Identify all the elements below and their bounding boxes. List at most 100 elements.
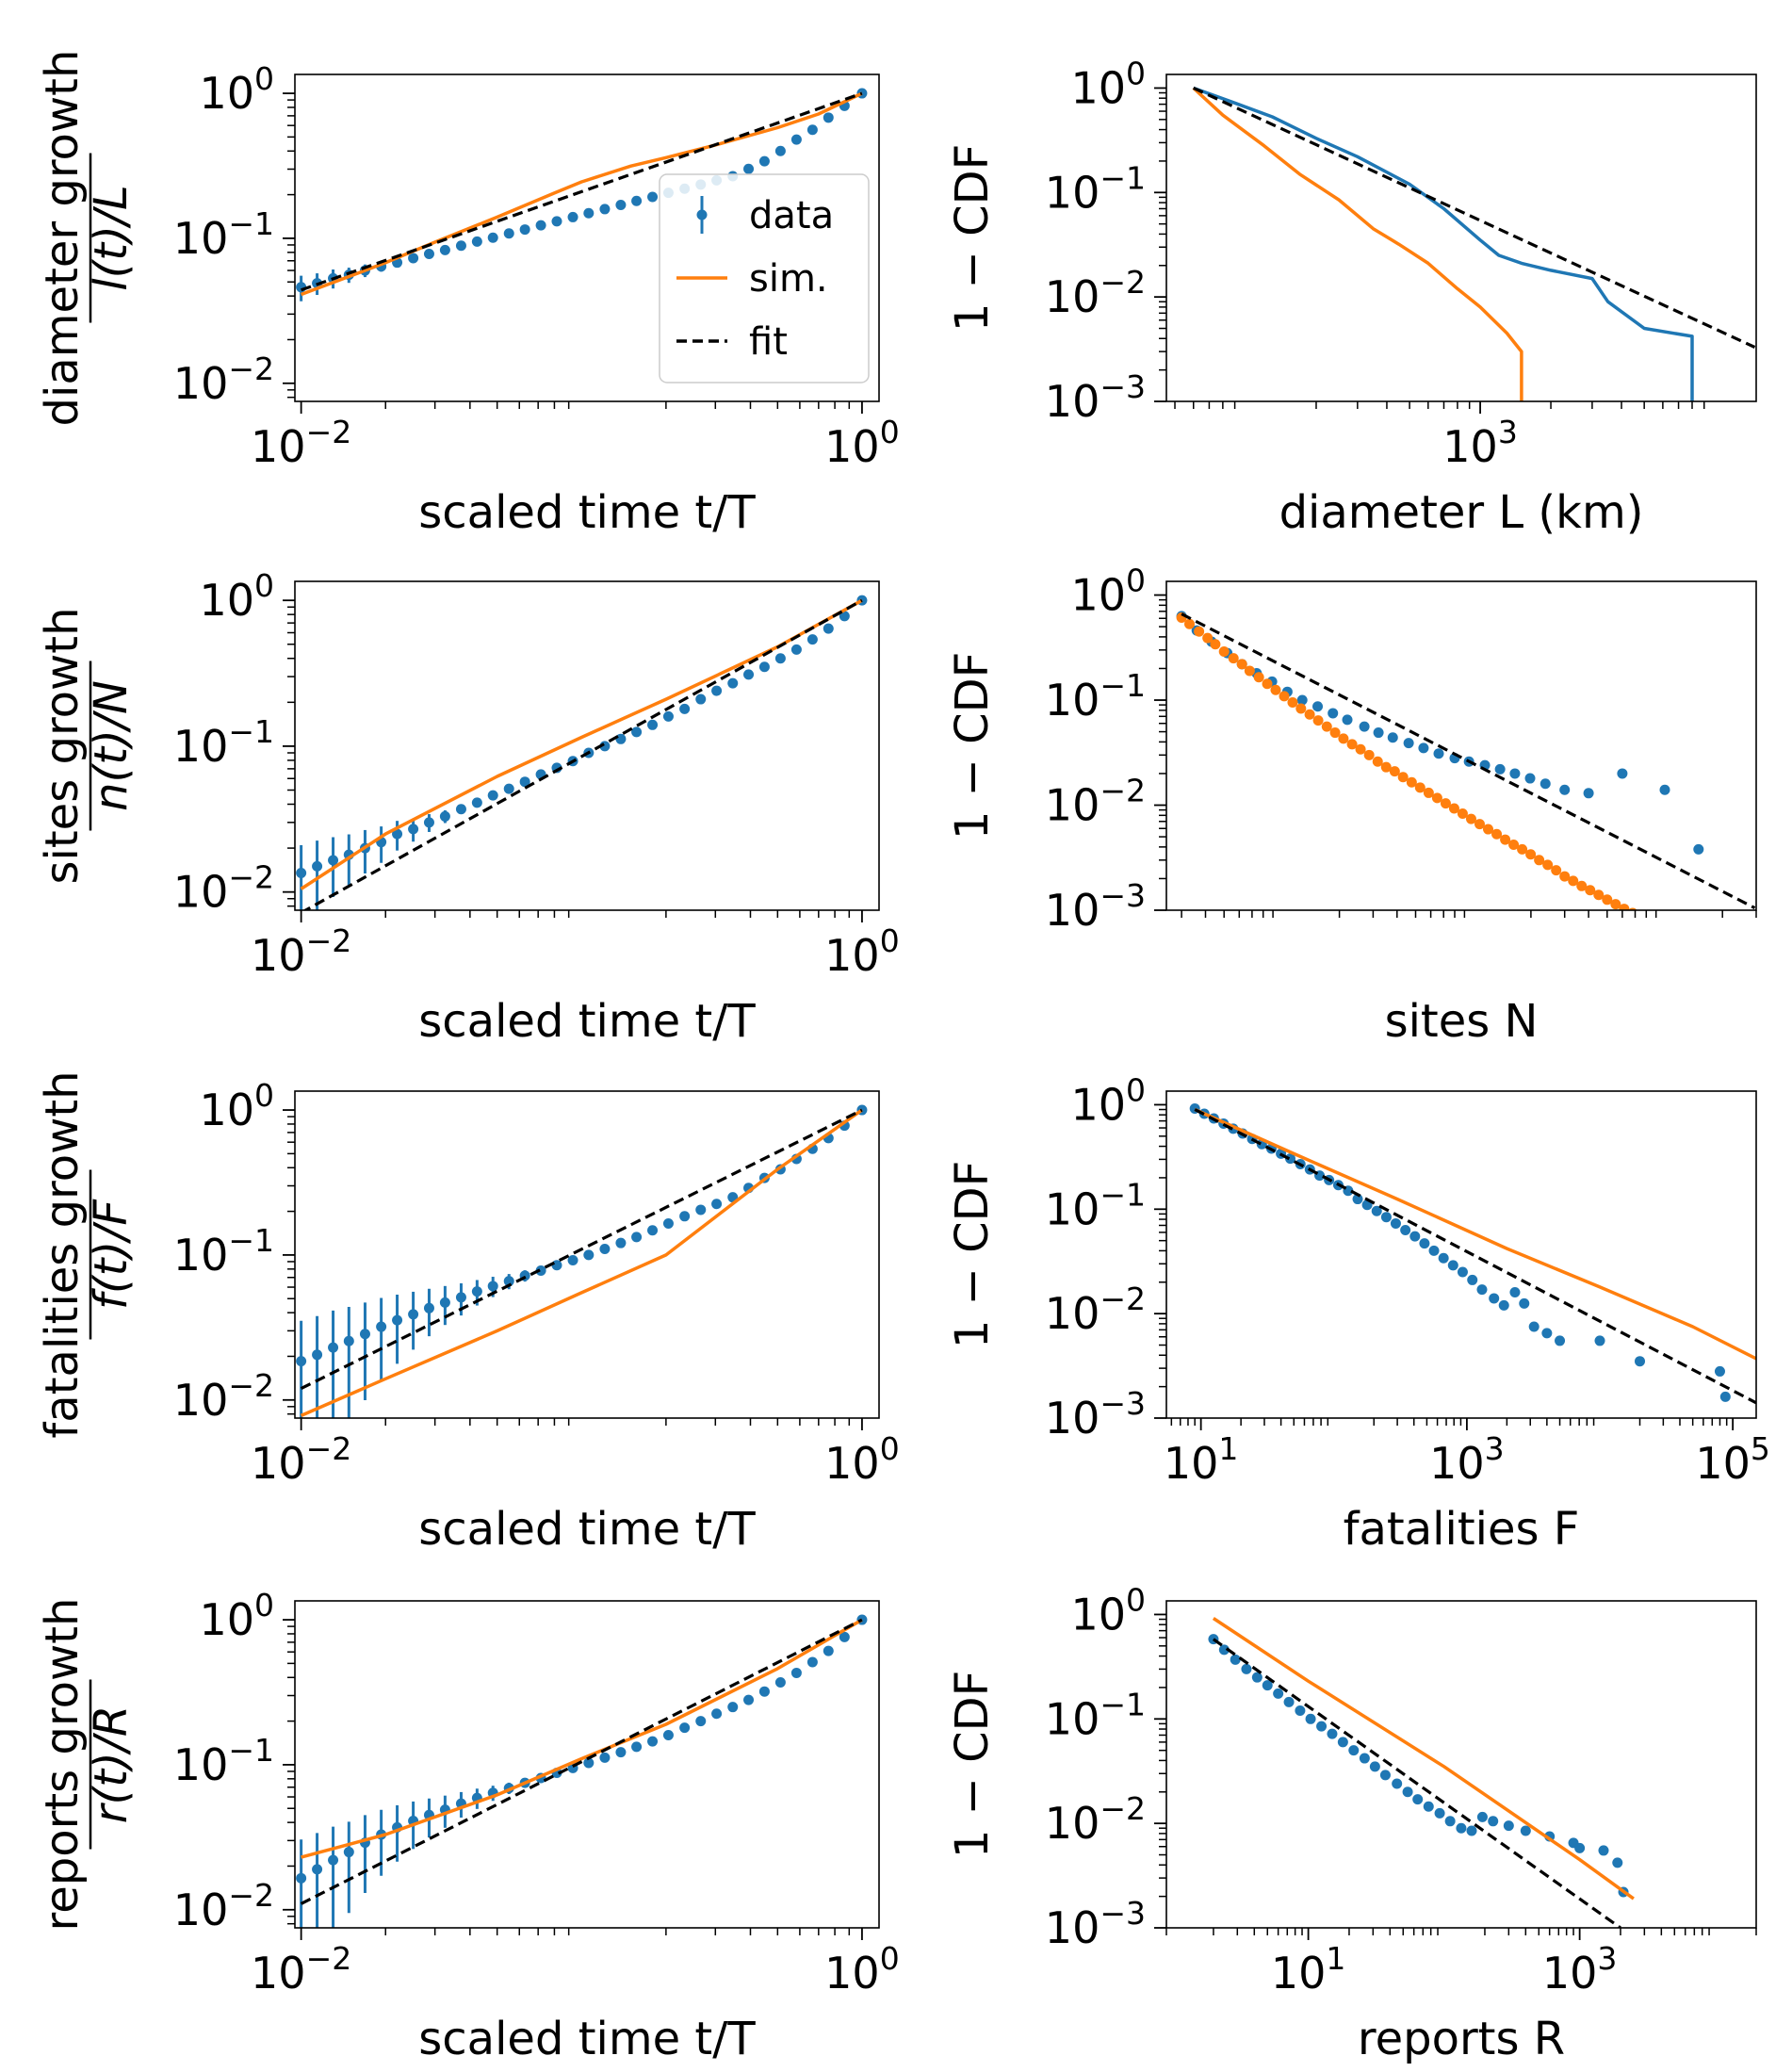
data-point (1574, 1842, 1586, 1853)
data-point (1392, 1778, 1403, 1789)
data-point (296, 1356, 307, 1367)
data-point (1348, 1745, 1360, 1756)
data-point (1338, 733, 1349, 744)
y-tick-label: 10−1 (1045, 159, 1146, 218)
data-point (551, 1260, 562, 1271)
fit-line (300, 1108, 863, 1391)
series-data (296, 1104, 868, 1418)
data-point (583, 1757, 595, 1769)
data-point (1287, 697, 1298, 709)
x-tick-label: 100 (824, 1940, 900, 1999)
data-point (1273, 1688, 1284, 1699)
series-line (1192, 87, 1523, 401)
data-point (1295, 703, 1307, 714)
data-point (1327, 1728, 1338, 1739)
data-point (1483, 824, 1494, 835)
plot-area (1189, 1102, 1756, 1405)
data-point (647, 1736, 659, 1747)
series-fit (300, 1108, 863, 1391)
data-point (583, 207, 595, 219)
fit-line (1181, 612, 1756, 910)
x-axis-label: scaled time t/T (418, 995, 756, 1048)
data-point (1635, 1356, 1646, 1367)
subplot-p20: 10−2 100 100 10−1 10−2 scaled time t/T fatalit… (36, 1070, 900, 1556)
data-point (583, 1249, 595, 1261)
series-fit (301, 91, 863, 292)
plot-area (296, 1104, 868, 1418)
data-point (1659, 784, 1670, 795)
data-point (615, 1747, 627, 1758)
data-point (1253, 672, 1264, 683)
data-point (1403, 738, 1414, 749)
data-point (1431, 792, 1442, 804)
data-point (647, 719, 659, 730)
data-point (1400, 1225, 1411, 1236)
data-point (1363, 749, 1375, 760)
data-point (487, 232, 498, 243)
subplot-p00: 10−2 100 100 10−1 10−2 scaled time t/T diamete… (36, 50, 900, 539)
data-point (455, 240, 466, 252)
data-point (599, 1752, 611, 1763)
data-point (599, 204, 611, 215)
data-point (711, 685, 723, 696)
data-point (1444, 1816, 1456, 1827)
data-point (1419, 1238, 1430, 1249)
data-point (1184, 618, 1196, 629)
y-tick-label: 10−1 (173, 205, 274, 264)
legend-label: sim. (749, 257, 828, 301)
subplot-p30: 10−2 100 100 10−1 10−2 scaled time t/T reports… (36, 1587, 900, 2065)
data-point (1236, 659, 1247, 670)
data-point (1636, 912, 1646, 922)
data-point (1202, 632, 1214, 644)
y-axis-label: 1 − CDF (946, 144, 999, 332)
data-point (455, 1292, 466, 1303)
data-point (1500, 834, 1511, 845)
y-tick-label: 100 (199, 60, 274, 119)
data-point (727, 1702, 739, 1713)
data-point (1474, 819, 1485, 830)
data-point (1520, 1825, 1531, 1836)
y-tick-label: 100 (1070, 563, 1146, 621)
legend-data-marker (696, 209, 708, 220)
data-point (519, 776, 530, 788)
y-axis-label: 1 − CDF (946, 1161, 999, 1348)
data-point (1342, 714, 1353, 726)
data-point (1262, 1680, 1273, 1691)
data-point (679, 1211, 691, 1222)
data-point (839, 611, 850, 622)
y-tick-label: 10−1 (1045, 667, 1146, 726)
series-fit (1193, 86, 1756, 349)
data-point (519, 224, 530, 236)
data-point (1210, 639, 1221, 650)
series-sim (1194, 1107, 1756, 1361)
series-sim (1176, 612, 1646, 922)
data-point (1279, 691, 1290, 702)
data-point (1428, 1245, 1440, 1256)
subplot-p11: 100 10−1 10−2 10−3 sites N 1 − CDF (946, 563, 1757, 1048)
data-point (823, 623, 834, 634)
data-point (408, 1309, 419, 1320)
y-tick-label: 10−1 (1045, 1176, 1146, 1234)
data-point (567, 211, 578, 222)
axes-frame (1165, 1600, 1757, 1929)
data-point (439, 244, 450, 255)
data-point (647, 191, 659, 203)
y-axis-label-top: reports growth (36, 1598, 89, 1932)
data-point (758, 1686, 770, 1697)
data-point (823, 112, 834, 123)
data-point (1519, 1297, 1530, 1309)
plot-area (296, 595, 868, 910)
data-point (1610, 899, 1621, 910)
data-point (631, 726, 643, 738)
x-tick-label: 100 (824, 414, 900, 472)
data-point (662, 710, 674, 722)
data-point (328, 855, 339, 866)
y-tick-label: 10−2 (1045, 1790, 1146, 1849)
data-point (1412, 1794, 1424, 1805)
data-point (599, 1244, 611, 1255)
data-point (551, 216, 562, 227)
data-point (1230, 1654, 1241, 1665)
data-point (1555, 1335, 1566, 1346)
data-point (296, 867, 307, 878)
x-tick-label: 10−2 (251, 922, 351, 981)
